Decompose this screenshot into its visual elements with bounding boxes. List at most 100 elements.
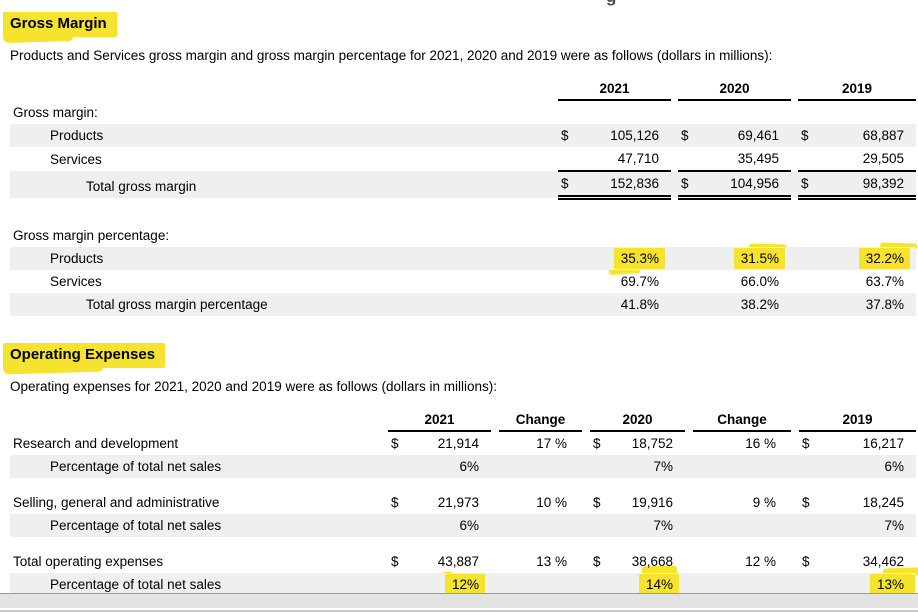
change-header: Change <box>693 410 792 432</box>
operating-expenses-table: 2021 Change 2020 Change 2019 Research an… <box>10 410 917 596</box>
cell-value: 7% <box>608 455 686 478</box>
highlighted-value: 13% <box>877 577 905 592</box>
change-value: 16 % <box>745 436 777 451</box>
table-header-row: 2021 2020 2019 <box>10 79 917 101</box>
table-row: Services 47,710 35,495 29,505 <box>10 147 917 172</box>
cell-value: 18,245 <box>862 495 905 510</box>
year-header-2019: 2019 <box>798 79 917 101</box>
cell-value: 31.5% <box>696 247 792 270</box>
row-label: Total gross margin <box>10 171 558 198</box>
year-header-2020: 2020 <box>678 79 792 101</box>
table-row: Percentage of total net sales 6% 7% 7% <box>10 514 917 537</box>
cell-value: 69,461 <box>696 124 792 147</box>
highlighted-value: 31.5% <box>740 251 780 266</box>
highlight-mark: 14% <box>639 574 680 595</box>
cell-value: 6% <box>406 514 492 537</box>
cell-value: 63.7% <box>865 274 905 289</box>
row-label: Research and development <box>13 436 179 451</box>
cell-value: 21,914 <box>437 436 480 451</box>
dollar-sign: $ <box>802 495 810 510</box>
highlighted-value: 14% <box>646 577 674 592</box>
cell-value: 6% <box>406 455 492 478</box>
dollar-sign: $ <box>802 436 810 451</box>
cell-value: 66.0% <box>740 274 780 289</box>
row-label: Total operating expenses <box>13 554 164 569</box>
table-row: Research and development $ 21,914 17 % $… <box>10 431 916 455</box>
clipped-glyph-text: g <box>606 0 616 6</box>
table-row: Percentage of total net sales 12% 14% 13… <box>10 572 917 596</box>
dollar-sign: $ <box>558 171 576 200</box>
cell-value: 43,887 <box>437 554 480 569</box>
row-label: Percentage of total net sales <box>10 514 388 537</box>
highlight-mark: 35.3% <box>613 248 666 269</box>
table-header-row: 2021 Change 2020 Change 2019 <box>10 410 917 432</box>
table-row: Products $ 105,126 $ 69,461 $ 68,887 <box>10 124 917 147</box>
row-label: Total gross margin percentage <box>10 293 558 316</box>
highlighted-value: 12% <box>451 577 480 592</box>
cell-value: 14% <box>608 573 686 596</box>
change-header: Change <box>499 410 583 432</box>
cell-value: 19,916 <box>631 495 674 510</box>
year-header-2021: 2021 <box>388 410 492 432</box>
row-label: Gross margin: <box>13 105 98 120</box>
table-row: Gross margin percentage: <box>10 224 916 247</box>
dollar-sign: $ <box>798 124 817 147</box>
row-label: Selling, general and administrative <box>13 495 220 510</box>
row-label: Percentage of total net sales <box>10 455 388 478</box>
highlight-mark: Operating Expenses <box>3 343 166 368</box>
document-content: Gross Margin Products and Services gross… <box>0 0 918 596</box>
section-heading-gross-margin: Gross Margin <box>3 12 918 37</box>
cell-value: 37.8% <box>816 293 917 316</box>
table-row: Percentage of total net sales 6% 7% 6% <box>10 455 917 478</box>
year-header-2021: 2021 <box>558 79 672 101</box>
operating-expenses-heading-text: Operating Expenses <box>10 346 156 363</box>
cell-value: 18,752 <box>631 436 674 451</box>
cell-value: 152,836 <box>576 171 672 200</box>
cell-value: 98,392 <box>816 171 917 200</box>
change-value: 12 % <box>745 554 777 569</box>
cell-value: 68,887 <box>816 124 917 147</box>
cell-value: 38.2% <box>696 293 792 316</box>
viewer-bottom-edge <box>0 610 918 612</box>
row-label: Products <box>10 124 558 147</box>
dollar-sign: $ <box>593 495 601 510</box>
dollar-sign: $ <box>558 124 576 147</box>
cell-value: 35.3% <box>576 247 672 270</box>
change-value: 10 % <box>536 495 568 510</box>
row-label: Products <box>10 247 558 270</box>
year-header-2020: 2020 <box>590 410 686 432</box>
dollar-sign: $ <box>678 124 697 147</box>
highlight-mark: 13% <box>870 574 916 595</box>
cell-value: 21,973 <box>437 495 480 510</box>
row-label: Services <box>50 152 102 167</box>
cell-value: 38,668 <box>631 554 674 569</box>
cell-value: 104,956 <box>696 171 792 200</box>
gross-margin-table: 2021 2020 2019 Gross margin: Products $ … <box>10 79 917 316</box>
change-value: 9 % <box>752 495 777 510</box>
cell-value: 34,462 <box>862 554 905 569</box>
highlight-mark: Gross Margin <box>3 12 117 37</box>
cell-value: 41.8% <box>576 293 672 316</box>
highlight-mark: 31.5% <box>733 248 786 269</box>
cell-value: 105,126 <box>576 124 672 147</box>
cell-value: 7% <box>608 514 686 537</box>
dollar-sign: $ <box>593 554 601 569</box>
highlight-mark: 32.2% <box>858 248 911 269</box>
gross-margin-heading-text: Gross Margin <box>10 15 107 32</box>
highlighted-value: 32.2% <box>865 251 905 266</box>
cell-value: 69.7% <box>620 274 660 289</box>
cell-value: 16,217 <box>862 436 905 451</box>
table-row: Total gross margin percentage 41.8% 38.2… <box>10 293 917 316</box>
viewer-bottom-chrome <box>0 593 918 608</box>
dollar-sign: $ <box>391 554 399 569</box>
change-value: 13 % <box>536 554 568 569</box>
dollar-sign: $ <box>678 171 697 200</box>
table-row: Gross margin: <box>10 100 916 124</box>
dollar-sign: $ <box>391 495 399 510</box>
table-row: Products 35.3% 31.5% 32.2% <box>10 247 917 270</box>
cell-value: 7% <box>817 514 917 537</box>
cell-value: 47,710 <box>576 147 672 172</box>
cell-value: 32.2% <box>816 247 917 270</box>
table-row: Selling, general and administrative $ 21… <box>10 491 916 514</box>
cell-value: 29,505 <box>816 147 917 172</box>
